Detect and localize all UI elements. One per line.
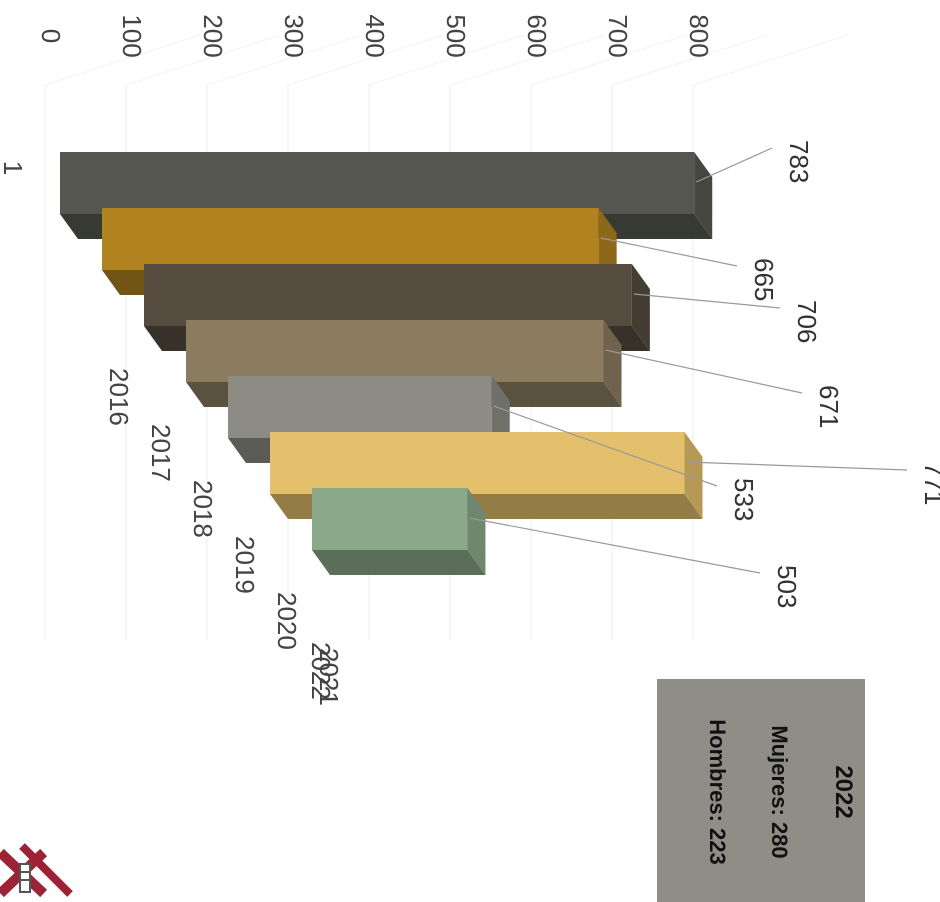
gridline-depth <box>611 34 768 86</box>
series-label: 2016 <box>104 368 134 426</box>
data-label: 671 <box>814 385 844 428</box>
gridline-depth <box>530 34 687 86</box>
y-tick-label: 300 <box>279 14 309 57</box>
data-label: 533 <box>729 478 759 521</box>
gridline-depth <box>368 34 525 86</box>
bar <box>228 376 492 438</box>
series-label: 2021 <box>314 648 344 706</box>
bar-depth-end <box>631 264 650 351</box>
bar <box>102 208 599 270</box>
series-label: 2022 <box>306 642 336 700</box>
data-label: 771 <box>919 462 940 505</box>
bar <box>60 152 695 214</box>
bar <box>270 432 685 494</box>
gridline-depth <box>206 34 363 86</box>
data-label: 706 <box>792 300 822 343</box>
logo-icon <box>0 843 73 898</box>
data-label: 503 <box>772 565 802 608</box>
bar <box>312 488 468 550</box>
leader-line <box>469 517 761 574</box>
series-label: 2019 <box>230 536 260 594</box>
gridline-depth <box>287 34 444 86</box>
y-tick-label: 500 <box>441 14 471 57</box>
info-box-men: Hombres: 223 <box>705 719 730 865</box>
bar <box>144 264 632 326</box>
series-label: 2018 <box>188 480 218 538</box>
leader-line <box>686 461 908 471</box>
x-category-label: 1 <box>0 161 28 175</box>
gridline-depth <box>125 34 282 86</box>
leader-line <box>633 293 781 309</box>
gridline-depth <box>449 34 606 86</box>
leader-line <box>600 237 738 267</box>
y-tick-label: 0 <box>36 29 66 43</box>
bar-depth-end <box>603 320 622 407</box>
y-tick-label: 800 <box>684 14 714 57</box>
y-tick-label: 700 <box>603 14 633 57</box>
y-tick-label: 100 <box>117 14 147 57</box>
bars <box>60 152 713 575</box>
data-label: 783 <box>784 140 814 183</box>
bar-depth-bottom <box>312 550 486 575</box>
y-tick-label: 200 <box>198 14 228 57</box>
bar-depth-end <box>684 432 703 519</box>
data-label: 665 <box>749 258 779 301</box>
series-label: 2017 <box>146 424 176 482</box>
leader-line <box>695 147 773 183</box>
gridline-depth <box>44 34 201 86</box>
info-box-background <box>655 677 867 902</box>
info-box-women: Mujeres: 280 <box>767 725 792 858</box>
series-label: 2020 <box>272 592 302 650</box>
y-tick-label: 400 <box>360 14 390 57</box>
gridline-depth <box>692 34 849 86</box>
labels: 0 100 200 300 400 500 600 700 800 1 783 665 2016 706 2… <box>0 14 940 706</box>
info-box-title: 2022 <box>830 765 857 818</box>
leader-line <box>493 405 718 487</box>
leader-line <box>605 349 803 394</box>
info-box: 2022 Mujeres: 280 Hombres: 223 <box>655 677 867 902</box>
bar-depth-end <box>467 488 486 575</box>
bar <box>186 320 604 382</box>
y-tick-label: 600 <box>522 14 552 57</box>
bar-depth-end <box>694 152 713 239</box>
